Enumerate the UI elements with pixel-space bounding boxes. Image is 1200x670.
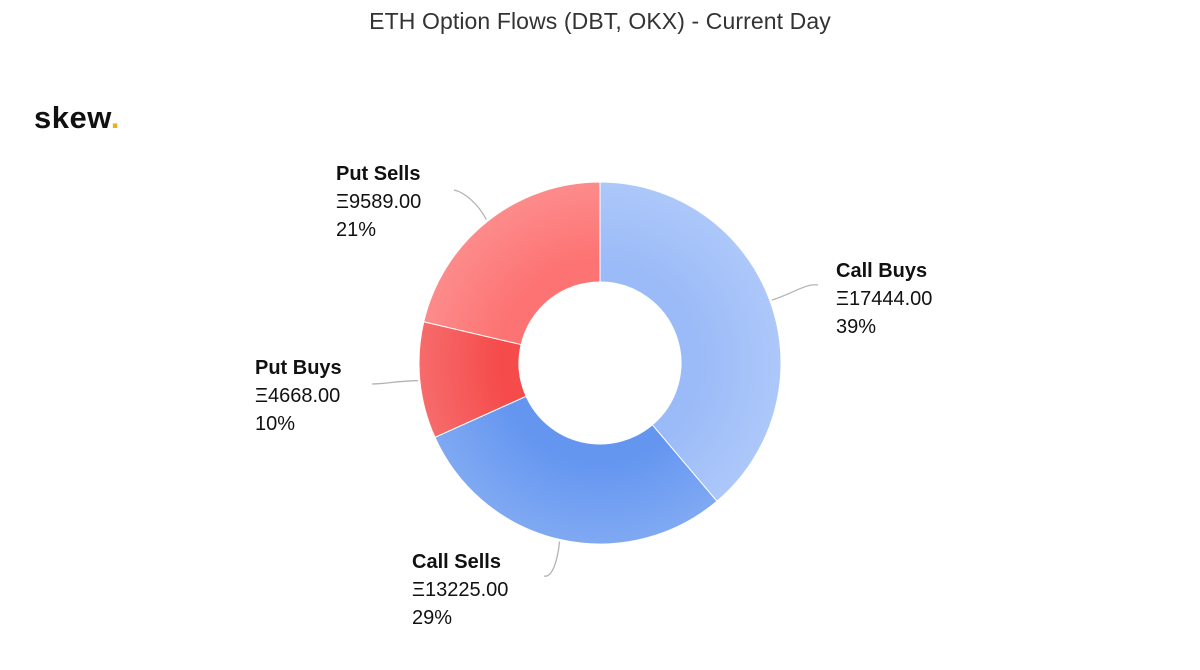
label-name-put-buys: Put Buys xyxy=(255,357,342,379)
connector-put-sells xyxy=(453,189,487,220)
logo-text: skew xyxy=(34,100,111,135)
label-percent-put-buys: 10% xyxy=(255,413,295,435)
skew-logo: skew. xyxy=(34,100,120,136)
data-label-call-buys: Call Buys Ξ17444.00 39% xyxy=(836,260,932,338)
label-value-call-sells: Ξ13225.00 xyxy=(412,579,508,601)
logo-dot: . xyxy=(110,100,120,135)
label-percent-call-buys: 39% xyxy=(836,316,876,338)
data-label-put-sells: Put Sells Ξ9589.00 21% xyxy=(336,163,421,241)
label-name-put-sells: Put Sells xyxy=(336,163,420,185)
label-value-call-buys: Ξ17444.00 xyxy=(836,288,932,310)
connector-put-buys xyxy=(371,380,418,385)
slice-put-sells[interactable] xyxy=(423,181,601,346)
label-percent-put-sells: 21% xyxy=(336,219,376,241)
label-name-call-sells: Call Sells xyxy=(412,551,501,573)
connector-call-buys xyxy=(771,284,819,301)
label-value-put-sells: Ξ9589.00 xyxy=(336,191,421,213)
chart-title: ETH Option Flows (DBT, OKX) - Current Da… xyxy=(369,8,831,34)
connector-call-sells xyxy=(543,541,561,577)
data-label-put-buys: Put Buys Ξ4668.00 10% xyxy=(255,357,342,435)
data-label-call-sells: Call Sells Ξ13225.00 29% xyxy=(412,551,508,629)
label-percent-call-sells: 29% xyxy=(412,607,452,629)
label-value-put-buys: Ξ4668.00 xyxy=(255,385,340,407)
label-name-call-buys: Call Buys xyxy=(836,260,927,282)
